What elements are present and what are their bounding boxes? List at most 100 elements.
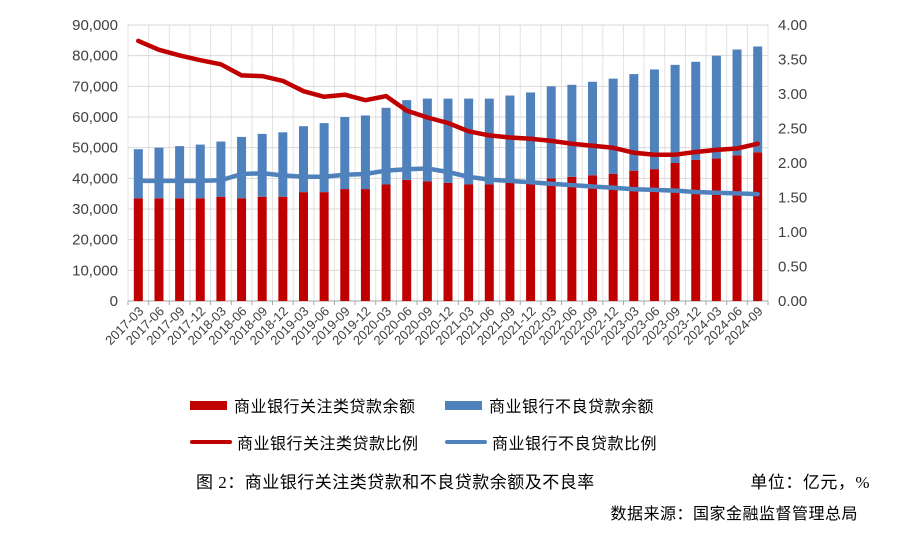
svg-text:0.50: 0.50: [778, 259, 807, 276]
svg-text:2.50: 2.50: [778, 121, 807, 138]
line-swatch-icon: [190, 440, 232, 444]
bar-segment: [649, 69, 659, 170]
svg-text:50,000: 50,000: [72, 140, 118, 157]
bar-segment: [278, 132, 288, 197]
caption-row: 图 2：商业银行关注类贷款和不良贷款余额及不良率 单位：亿元，%: [196, 468, 870, 493]
svg-text:30,000: 30,000: [72, 201, 118, 218]
bar-segment: [257, 133, 267, 197]
bar-segment: [526, 181, 536, 301]
bar-segment: [237, 136, 247, 199]
bar-segment: [505, 182, 515, 301]
bar-segment: [340, 189, 350, 301]
bar-segment: [216, 141, 226, 197]
left-axis-labels: 0 10,000 20,000 30,000 40,000 50,000 60,000 70,…: [72, 17, 118, 310]
bar-segment: [629, 170, 639, 301]
svg-text:20,000: 20,000: [72, 232, 118, 249]
legend-item-npl-ratio: 商业银行不良贷款比例: [445, 430, 657, 454]
bar-segment: [402, 100, 412, 180]
figure-caption: 图 2：商业银行关注类贷款和不良贷款余额及不良率: [196, 473, 595, 492]
legend-item-special-mention-balance: 商业银行关注类贷款余额: [190, 393, 445, 417]
bar-segment: [670, 64, 680, 163]
bar-segment: [381, 184, 391, 301]
bar-swatch-icon: [190, 400, 227, 410]
bar-segment: [691, 159, 701, 301]
svg-text:1.50: 1.50: [778, 190, 807, 207]
x-axis-labels: 2017-032017-062017-092017-122018-032018-…: [102, 304, 766, 348]
svg-text:70,000: 70,000: [72, 78, 118, 95]
x-axis-ticks: [127, 301, 769, 305]
bar-segment: [732, 49, 742, 156]
legend-row-2: 商业银行关注类贷款比例 商业银行不良贷款比例: [190, 430, 657, 454]
bar-segment: [753, 152, 763, 301]
svg-text:1.00: 1.00: [778, 224, 807, 241]
bar-segment: [567, 176, 577, 301]
bar-segment: [278, 196, 288, 301]
bar-segment: [484, 184, 494, 301]
bar-segment: [195, 144, 205, 199]
svg-text:0.00: 0.00: [778, 293, 807, 310]
svg-text:4.00: 4.00: [778, 17, 807, 34]
legend-label: 商业银行不良贷款余额: [489, 399, 655, 416]
bar-segment: [319, 192, 329, 301]
bar-segment: [195, 198, 205, 301]
bar-segment: [484, 98, 494, 185]
bar-segment: [691, 61, 701, 160]
bar-segment: [546, 86, 556, 179]
svg-text:0: 0: [110, 293, 118, 310]
right-axis-labels: 0.00 0.50 1.00 1.50 2.00 2.50 3.00 3.50 4.00: [778, 17, 807, 310]
bar-segment: [360, 189, 370, 301]
svg-text:60,000: 60,000: [72, 109, 118, 126]
bar-segment: [608, 78, 618, 174]
chart-legend: 商业银行关注类贷款余额 商业银行不良贷款余额 商业银行关注类贷款比例 商业银行不…: [190, 393, 657, 467]
data-source: 数据来源：国家金融监督管理总局: [610, 506, 858, 523]
bar-segment: [649, 169, 659, 301]
line-special-mention-ratio: [136, 38, 760, 157]
bar-segment: [298, 192, 308, 301]
bar-segment: [464, 98, 474, 185]
legend-label: 商业银行关注类贷款比例: [237, 436, 419, 453]
legend-item-special-mention-ratio: 商业银行关注类贷款比例: [190, 430, 445, 454]
bar-swatch-icon: [445, 400, 482, 410]
svg-text:90,000: 90,000: [72, 17, 118, 34]
bar-segment: [629, 74, 639, 171]
legend-item-npl-balance: 商业银行不良贷款余额: [445, 393, 654, 417]
bar-segment: [133, 198, 143, 301]
bar-segment: [732, 155, 742, 301]
bar-segment: [237, 198, 247, 301]
bar-segment: [175, 146, 185, 199]
svg-text:40,000: 40,000: [72, 170, 118, 187]
bar-segment: [319, 123, 329, 193]
bar-segment: [588, 81, 598, 176]
bar-segment: [711, 158, 721, 301]
bar-segment: [608, 173, 618, 301]
bar-segment: [422, 181, 432, 301]
bar-segment: [257, 196, 267, 301]
bar-segment: [298, 126, 308, 193]
bar-segment: [464, 184, 474, 301]
line-swatch-icon: [445, 440, 487, 444]
bar-segment: [443, 182, 453, 301]
bar-segment: [360, 115, 370, 190]
bar-segment: [753, 46, 763, 153]
legend-label: 商业银行关注类贷款余额: [234, 399, 416, 416]
bar-segment: [402, 179, 412, 301]
svg-text:3.00: 3.00: [778, 86, 807, 103]
bar-segment: [711, 55, 721, 159]
bar-segment: [546, 178, 556, 301]
svg-text:10,000: 10,000: [72, 262, 118, 279]
bar-segment: [216, 196, 226, 301]
unit-label: 单位：亿元，%: [750, 473, 870, 492]
bar-segment: [154, 198, 164, 301]
bar-segment: [443, 98, 453, 183]
svg-text:2.00: 2.00: [778, 155, 807, 172]
bar-segment: [381, 107, 391, 185]
svg-text:3.50: 3.50: [778, 52, 807, 69]
bar-segment: [567, 84, 577, 177]
bar-segment: [133, 149, 143, 199]
line-npl-ratio: [136, 166, 760, 197]
bar-segment: [670, 163, 680, 301]
bar-segment: [175, 198, 185, 301]
bar-segment: [154, 147, 164, 199]
